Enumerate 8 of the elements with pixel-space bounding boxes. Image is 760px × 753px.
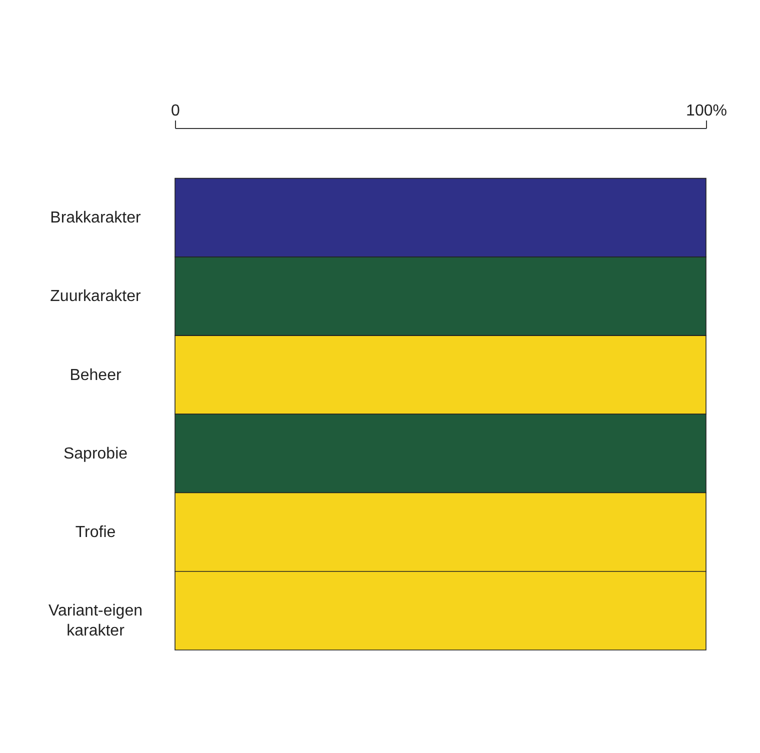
y-tick-label: Beheer [70,366,122,384]
y-tick-label: Variant-eigen karakter [48,602,142,640]
y-tick-label: Trofie [75,524,116,542]
y-tick-label: Brakkarakter [50,210,142,227]
y-tick-label: Zuurkarakter [50,288,142,306]
x-tick-label: 0 [171,102,180,120]
y-tick-label: Saprobie [63,445,128,462]
x-tick-label: 100% [686,102,727,120]
